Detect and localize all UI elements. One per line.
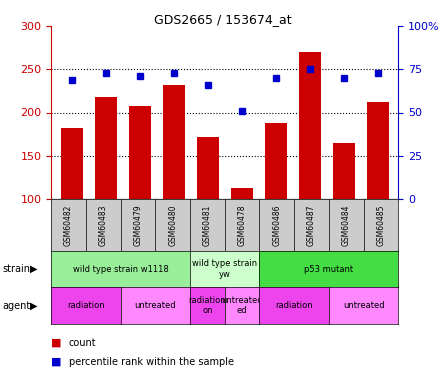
Text: ■: ■ <box>51 357 62 367</box>
Text: ▶: ▶ <box>30 301 38 310</box>
Text: GSM60481: GSM60481 <box>203 204 212 246</box>
Text: strain: strain <box>2 264 30 274</box>
Bar <box>197 136 219 199</box>
Text: GSM60485: GSM60485 <box>376 204 385 246</box>
Bar <box>367 102 389 199</box>
Text: GDS2665 / 153674_at: GDS2665 / 153674_at <box>154 13 291 26</box>
Text: count: count <box>69 338 97 348</box>
Text: wild type strain
yw: wild type strain yw <box>192 260 257 279</box>
Text: percentile rank within the sample: percentile rank within the sample <box>69 357 234 367</box>
Bar <box>95 97 117 199</box>
Text: untreated
ed: untreated ed <box>221 296 263 315</box>
Text: GSM60480: GSM60480 <box>168 204 177 246</box>
Text: p53 mutant: p53 mutant <box>304 265 353 274</box>
Text: untreated: untreated <box>343 301 384 310</box>
Text: GSM60479: GSM60479 <box>134 204 142 246</box>
Text: GSM60483: GSM60483 <box>99 204 108 246</box>
Bar <box>61 128 83 199</box>
Text: GSM60478: GSM60478 <box>238 204 247 246</box>
Bar <box>162 85 185 199</box>
Text: agent: agent <box>2 301 30 310</box>
Text: radiation: radiation <box>67 301 105 310</box>
Text: ■: ■ <box>51 338 62 348</box>
Bar <box>231 188 253 199</box>
Text: radiation: radiation <box>275 301 313 310</box>
Text: radiation
on: radiation on <box>189 296 226 315</box>
Text: GSM60487: GSM60487 <box>307 204 316 246</box>
Text: GSM60486: GSM60486 <box>272 204 281 246</box>
Text: GSM60482: GSM60482 <box>64 204 73 246</box>
Text: GSM60484: GSM60484 <box>342 204 351 246</box>
Bar <box>333 143 355 199</box>
Bar <box>265 123 287 199</box>
Bar <box>299 52 321 199</box>
Bar <box>129 106 151 199</box>
Text: untreated: untreated <box>134 301 176 310</box>
Text: ▶: ▶ <box>30 264 38 274</box>
Text: wild type strain w1118: wild type strain w1118 <box>73 265 169 274</box>
